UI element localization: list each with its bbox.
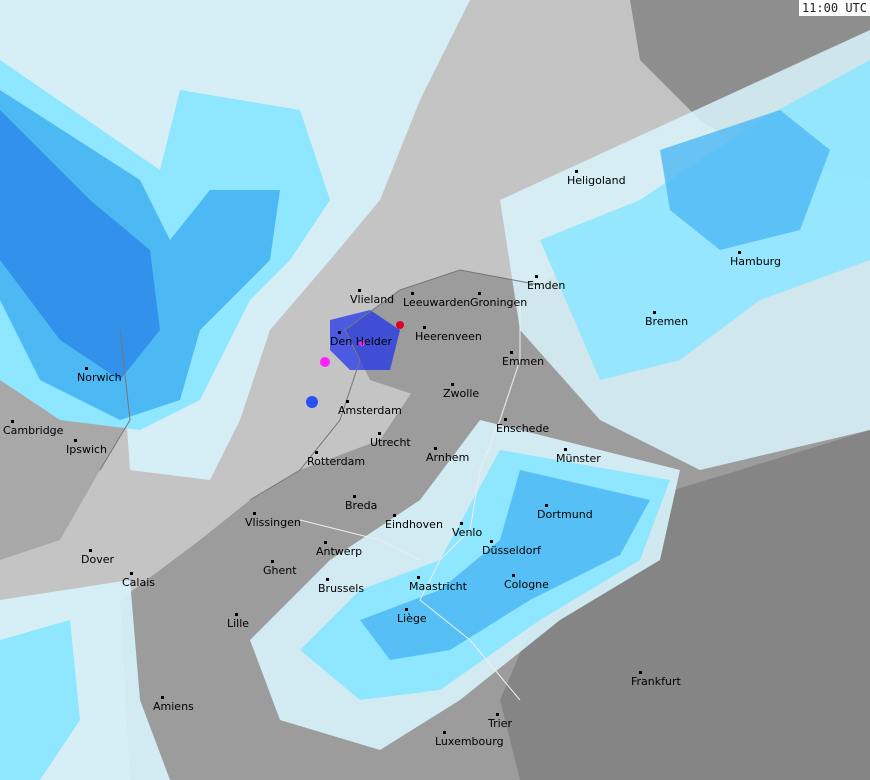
city-label: Frankfurt [631, 675, 681, 688]
city-marker-dot [89, 549, 92, 552]
land-dark-south-east [500, 430, 870, 780]
city-label: Calais [122, 576, 156, 589]
rain-extreme-cell [320, 357, 330, 367]
city-label: Breda [345, 499, 378, 512]
city-marker-dot [510, 351, 513, 354]
rain-cyan-southwest [0, 620, 80, 780]
city-label: Dortmund [537, 508, 593, 521]
rain-mid-north-east [660, 110, 830, 250]
city-label: Den Helder [330, 335, 393, 348]
city-marker-dot [253, 512, 256, 515]
coastline [99, 269, 541, 501]
city-marker-dot [161, 696, 164, 699]
city-label: Cologne [504, 578, 549, 591]
city-marker-dot [235, 613, 238, 616]
city-label: Venlo [452, 526, 483, 539]
city-label: Eindhoven [385, 518, 443, 531]
city-label: Cambridge [3, 424, 64, 437]
city-marker-dot [346, 400, 349, 403]
city-marker-dot [738, 251, 741, 254]
city-label: Zwolle [443, 387, 480, 400]
city-marker-dot [324, 541, 327, 544]
city-label: Heligoland [567, 174, 626, 187]
city-marker-dot [411, 292, 414, 295]
city-label: Luxembourg [435, 735, 504, 748]
city-label: Leeuwarden [403, 296, 471, 309]
city-label: Brussels [318, 582, 365, 595]
city-marker-dot [358, 289, 361, 292]
city-marker-dot [85, 367, 88, 370]
city-marker-dot [496, 713, 499, 716]
rain-extreme-cell [359, 340, 365, 346]
city-marker-dot [653, 311, 656, 314]
city-marker-dot [451, 383, 454, 386]
city-label: Hamburg [730, 255, 781, 268]
city-marker-dot [460, 522, 463, 525]
city-marker-dot [504, 418, 507, 421]
city-marker-dot [130, 572, 133, 575]
city-marker-dot [326, 578, 329, 581]
rain-extreme-cell [396, 321, 404, 329]
country-border [299, 300, 521, 701]
city-marker-dot [490, 540, 493, 543]
city-marker-dot [315, 451, 318, 454]
city-marker-dot [393, 514, 396, 517]
borders [99, 269, 541, 701]
rain-heavy-cell [306, 396, 318, 408]
city-label: Vlieland [350, 293, 395, 306]
city-label: Ghent [263, 564, 297, 577]
city-label: Liège [397, 612, 427, 625]
city-label: Dover [81, 553, 114, 566]
land-netherlands-north [345, 270, 540, 400]
city-label: Groningen [470, 296, 528, 309]
city-label: Ipswich [66, 443, 108, 456]
city-label: Enschede [496, 422, 550, 435]
city-label: Norwich [77, 371, 122, 384]
city-marker-dot [478, 292, 481, 295]
city-label: Heerenveen [415, 330, 482, 343]
city-marker-dot [338, 331, 341, 334]
city-marker-dot [74, 439, 77, 442]
city-marker-dot [639, 671, 642, 674]
city-label: Emden [527, 279, 566, 292]
city-marker-dot [564, 448, 567, 451]
city-marker-dot [353, 495, 356, 498]
city-label: Utrecht [370, 436, 411, 449]
city-marker-dot [378, 432, 381, 435]
city-label: Lille [227, 617, 250, 630]
city-marker-dot [417, 576, 420, 579]
city-marker-dot [434, 447, 437, 450]
city-label: Trier [488, 717, 512, 730]
rain-band-belgium-mid [360, 470, 650, 660]
city-label: Düsseldorf [482, 544, 541, 557]
city-label: Münster [556, 452, 601, 465]
city-marker-dot [512, 574, 515, 577]
timestamp-label: 11:00 UTC [798, 0, 870, 16]
city-marker-dot [575, 170, 578, 173]
city-marker-dot [271, 560, 274, 563]
city-label: Rotterdam [307, 455, 366, 468]
city-marker-dot [535, 275, 538, 278]
city-label: Maastricht [409, 580, 467, 593]
rain-heavy-north-sea [0, 110, 160, 380]
city-marker-dot [443, 731, 446, 734]
city-label: Arnhem [426, 451, 470, 464]
city-marker-dot [405, 608, 408, 611]
rain-heavy-den-helder [330, 310, 400, 370]
city-label: Emmen [502, 355, 545, 368]
city-label: Antwerp [316, 545, 363, 558]
city-marker-dot [423, 326, 426, 329]
city-label: Vlissingen [245, 516, 301, 529]
city-marker-dot [11, 420, 14, 423]
city-label: Amsterdam [338, 404, 402, 417]
city-marker-dot [545, 504, 548, 507]
city-label: Bremen [645, 315, 689, 328]
city-label: Amiens [153, 700, 194, 713]
